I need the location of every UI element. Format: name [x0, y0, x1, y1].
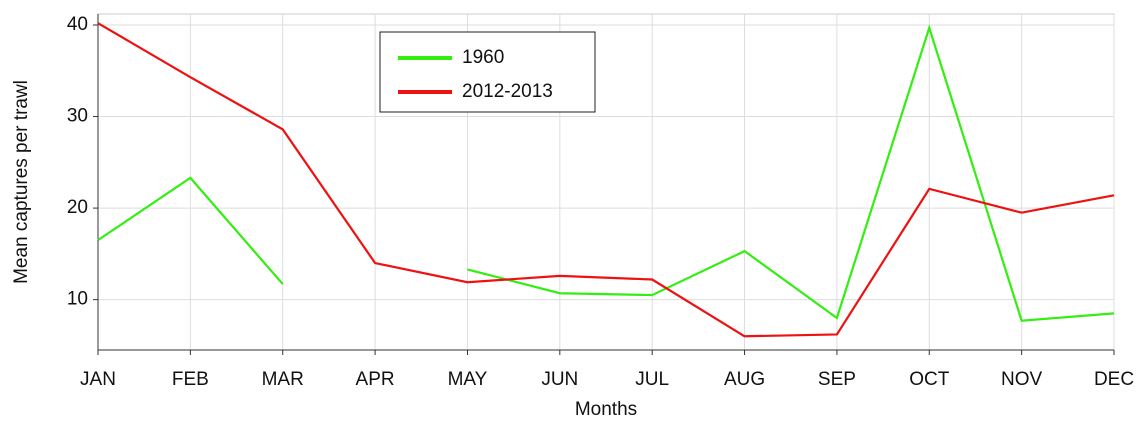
legend-box [379, 31, 596, 113]
x-tick-label: SEP [818, 369, 856, 390]
y-tick-label: 30 [67, 106, 88, 127]
y-tick-label: 20 [67, 197, 88, 218]
y-tick-label: 10 [67, 289, 88, 310]
series-line [97, 22, 1115, 338]
x-tick-label: MAY [448, 369, 488, 390]
x-tick-label: AUG [724, 369, 765, 390]
x-tick-label: OCT [909, 369, 950, 390]
x-tick-label: JAN [80, 369, 116, 390]
y-axis-label: Mean captures per trawl [11, 80, 32, 284]
x-tick-label: APR [356, 369, 395, 390]
legend-label: 1960 [462, 47, 504, 68]
legend-label: 2012-2013 [462, 81, 553, 102]
x-tick-label: DEC [1094, 369, 1134, 390]
x-tick-label: MAR [262, 369, 304, 390]
x-tick-label: JUN [541, 369, 578, 390]
x-tick-label: NOV [1001, 369, 1043, 390]
series-line [97, 24, 1115, 322]
x-tick-label: JUL [635, 369, 669, 390]
x-tick-label: FEB [172, 369, 209, 390]
y-tick-label: 40 [67, 14, 88, 35]
x-axis-label: Months [575, 399, 637, 420]
